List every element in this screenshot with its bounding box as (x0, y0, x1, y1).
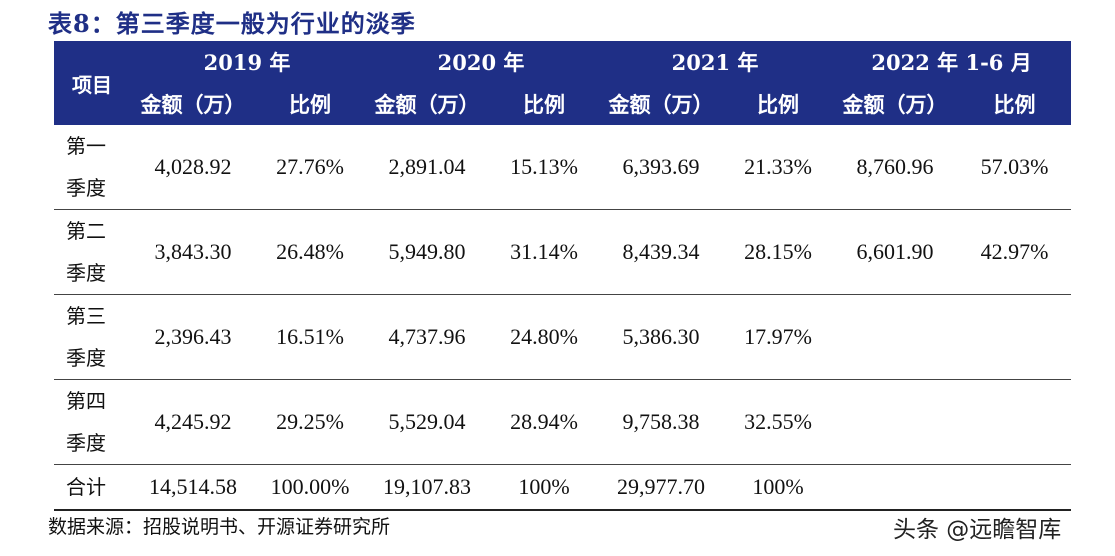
cell (958, 379, 1072, 465)
header-amount: 金额（万） (364, 83, 491, 125)
cell: 27.76% (256, 125, 365, 210)
table-row: 第一 季度 4,028.92 27.76% 2,891.04 15.13% 6,3… (54, 125, 1072, 210)
header-year: 2022 年 1-6 月 (832, 41, 1072, 83)
cell: 15.13% (490, 125, 599, 210)
cell: 28.94% (490, 379, 599, 465)
cell: 4,737.96 (364, 294, 491, 380)
watermark: 头条 @远瞻智库 (893, 517, 1062, 543)
cell: 29,977.70 (598, 464, 725, 511)
header-ratio: 比例 (490, 83, 599, 125)
cell: 42.97% (958, 209, 1072, 295)
row-label: 第一 季度 (54, 125, 130, 210)
source-note: 数据来源：招股说明书、开源证券研究所 (48, 516, 391, 538)
header-ratio: 比例 (256, 83, 365, 125)
cell (832, 294, 959, 380)
cell: 4,245.92 (130, 379, 256, 465)
cell: 24.80% (490, 294, 599, 380)
cell: 57.03% (958, 125, 1072, 210)
cell: 14,514.58 (130, 464, 256, 511)
cell: 6,393.69 (598, 125, 725, 210)
header-ratio: 比例 (724, 83, 833, 125)
cell (958, 464, 1072, 511)
cell: 21.33% (724, 125, 833, 210)
header-year: 2020 年 (364, 41, 599, 83)
cell: 16.51% (256, 294, 365, 380)
cell: 8,439.34 (598, 209, 725, 295)
cell (832, 379, 959, 465)
cell: 8,760.96 (832, 125, 959, 210)
cell (832, 464, 959, 511)
cell: 5,949.80 (364, 209, 491, 295)
cell: 9,758.38 (598, 379, 725, 465)
table-row: 第三 季度 2,396.43 16.51% 4,737.96 24.80% 5,3… (54, 294, 1072, 380)
table-title: 表8：第三季度一般为行业的淡季 (48, 9, 416, 38)
cell: 6,601.90 (832, 209, 959, 295)
cell: 2,396.43 (130, 294, 256, 380)
header-row-years: 项目 2019 年 2020 年 2021 年 2022 年 1-6 月 (54, 41, 1072, 125)
cell: 31.14% (490, 209, 599, 295)
total-row: 合计 14,514.58 100.00% 19,107.83 100% 29,9… (54, 464, 1072, 511)
cell: 26.48% (256, 209, 365, 295)
cell: 100% (490, 464, 599, 511)
row-label: 第二 季度 (54, 209, 130, 295)
cell: 5,386.30 (598, 294, 725, 380)
cell: 29.25% (256, 379, 365, 465)
cell: 4,028.92 (130, 125, 256, 210)
row-label: 第四 季度 (54, 379, 130, 465)
header-amount: 金额（万） (598, 83, 725, 125)
cell: 32.55% (724, 379, 833, 465)
table-row: 第二 季度 3,843.30 26.48% 5,949.80 31.14% 8,4… (54, 209, 1072, 295)
cell: 5,529.04 (364, 379, 491, 465)
cell: 19,107.83 (364, 464, 491, 511)
header-amount: 金额（万） (130, 83, 256, 125)
row-label: 第三 季度 (54, 294, 130, 380)
cell (958, 294, 1072, 380)
cell: 100% (724, 464, 833, 511)
data-table: 项目 2019 年 2020 年 2021 年 2022 年 1-6 月 金额（… (54, 41, 1072, 511)
cell: 3,843.30 (130, 209, 256, 295)
header-year: 2019 年 (130, 41, 365, 83)
table-row: 第四 季度 4,245.92 29.25% 5,529.04 28.94% 9,7… (54, 379, 1072, 465)
header-item: 项目 (54, 41, 130, 125)
header-ratio: 比例 (958, 83, 1072, 125)
header-row-metrics: 金额（万） 比例 金额（万） 比例 金额（万） 比例 金额（万） 比例 (54, 83, 1072, 125)
cell: 17.97% (724, 294, 833, 380)
cell: 2,891.04 (364, 125, 491, 210)
row-label: 合计 (54, 464, 130, 511)
header-year: 2021 年 (598, 41, 833, 83)
cell: 100.00% (256, 464, 365, 511)
cell: 28.15% (724, 209, 833, 295)
header-amount: 金额（万） (832, 83, 959, 125)
